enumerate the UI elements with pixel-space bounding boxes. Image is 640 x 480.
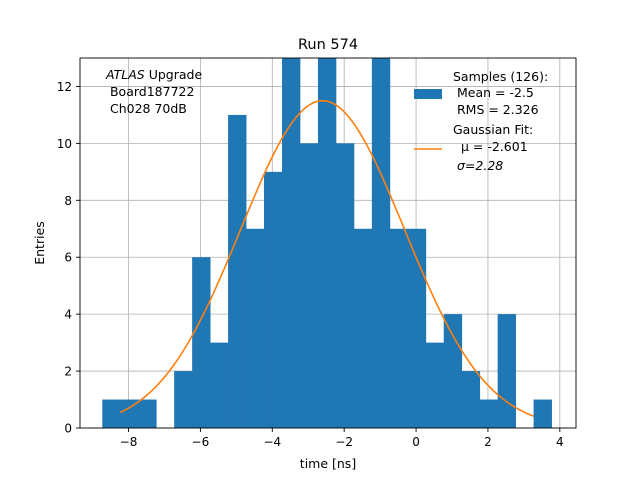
annotation-line-2: Board187722 xyxy=(106,84,194,99)
legend-fit-line-1: Gaussian Fit: xyxy=(453,122,533,137)
x-tick-label-0: −8 xyxy=(120,435,138,449)
histogram-bar-18 xyxy=(425,342,445,428)
histogram-bar-8 xyxy=(246,228,265,428)
y-tick-label-5: 10 xyxy=(57,137,72,151)
legend-hist-line-2: Mean = -2.5 xyxy=(453,85,534,100)
histogram-bar-11 xyxy=(299,143,319,428)
annotation-atlas-italic: ATLAS xyxy=(105,67,145,82)
histogram-bar-9 xyxy=(264,171,283,428)
annotation-line-1: ATLAS Upgrade xyxy=(105,67,202,82)
histogram-bars xyxy=(102,58,552,428)
legend-fit-line-2: μ = -2.601 xyxy=(457,139,528,154)
histogram-bar-17 xyxy=(407,228,427,428)
histogram-bar-2 xyxy=(138,399,157,428)
histogram-bar-6 xyxy=(210,342,229,428)
annotation-line-3: Ch028 70dB xyxy=(106,101,187,116)
histogram-bar-15 xyxy=(371,58,391,428)
x-tick-label-6: 4 xyxy=(556,435,564,449)
gaussian-fit-curve xyxy=(119,99,534,417)
histogram-bar-22 xyxy=(497,314,517,428)
legend: Samples (126): Mean = -2.5 RMS = 2.326 G… xyxy=(414,69,548,173)
y-tick-label-4: 8 xyxy=(64,194,72,208)
x-tick-label-3: −2 xyxy=(335,435,353,449)
legend-histogram-swatch xyxy=(414,89,442,99)
histogram-bar-1 xyxy=(120,399,139,428)
histogram-bar-12 xyxy=(317,58,337,428)
y-tick-label-6: 12 xyxy=(57,80,72,94)
histogram-bar-19 xyxy=(443,314,463,428)
annotation-box: ATLAS Upgrade Board187722 Ch028 70dB xyxy=(105,67,202,116)
histogram-bar-24 xyxy=(533,399,552,428)
legend-hist-line-1: Samples (126): xyxy=(453,69,548,84)
histogram-bar-5 xyxy=(192,257,211,428)
histogram-bar-13 xyxy=(335,143,355,428)
histogram-bar-0 xyxy=(102,399,121,428)
histogram-bar-21 xyxy=(479,399,499,428)
x-tick-label-5: 2 xyxy=(484,435,492,449)
histogram-bar-14 xyxy=(353,228,373,428)
x-tick-label-4: 0 xyxy=(412,435,420,449)
y-tick-label-2: 4 xyxy=(64,308,72,322)
histogram-bar-20 xyxy=(461,371,481,428)
x-axis-label: time [ns] xyxy=(300,456,356,471)
histogram-bar-7 xyxy=(228,114,247,428)
legend-hist-line-3: RMS = 2.326 xyxy=(453,102,539,117)
y-tick-label-1: 2 xyxy=(64,365,72,379)
histogram-bar-4 xyxy=(174,371,193,428)
x-tick-label-1: −6 xyxy=(192,435,210,449)
histogram-bar-16 xyxy=(389,228,409,428)
chart-title: Run 574 xyxy=(298,37,358,53)
plot-frame xyxy=(79,57,577,429)
x-tick-label-2: −4 xyxy=(263,435,281,449)
y-tick-label-3: 6 xyxy=(64,251,72,265)
annotation-upgrade: Upgrade xyxy=(145,67,203,82)
histogram-bar-10 xyxy=(281,58,301,428)
y-tick-label-0: 0 xyxy=(64,422,72,436)
y-axis-label: Entries xyxy=(32,221,47,265)
legend-fit-line-3: σ=2.28 xyxy=(457,158,503,173)
axis-ticks: −8 −6 −4 −2 0 2 4 0 2 4 6 8 10 12 xyxy=(57,80,564,449)
